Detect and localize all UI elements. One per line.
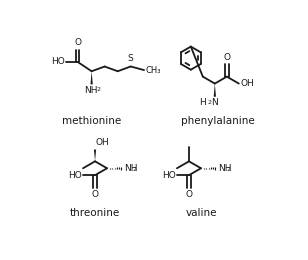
Text: 2: 2 xyxy=(132,167,136,172)
Text: methionine: methionine xyxy=(62,116,121,126)
Text: CH₃: CH₃ xyxy=(146,66,161,75)
Text: 2: 2 xyxy=(226,167,230,172)
Text: 2: 2 xyxy=(208,100,212,105)
Text: HO: HO xyxy=(68,171,82,180)
Text: valine: valine xyxy=(185,208,217,218)
Text: S: S xyxy=(127,54,133,63)
Text: O: O xyxy=(74,38,81,47)
Polygon shape xyxy=(214,83,216,97)
Text: threonine: threonine xyxy=(70,208,120,218)
Text: O: O xyxy=(185,190,192,199)
Text: H: H xyxy=(199,98,206,107)
Text: OH: OH xyxy=(96,138,110,147)
Text: phenylalanine: phenylalanine xyxy=(181,116,255,126)
Text: HO: HO xyxy=(51,57,64,67)
Text: NH: NH xyxy=(124,164,137,173)
Text: NH: NH xyxy=(218,164,231,173)
Text: O: O xyxy=(91,190,99,199)
Polygon shape xyxy=(91,71,93,84)
Text: O: O xyxy=(223,53,230,62)
Polygon shape xyxy=(94,150,96,161)
Text: HO: HO xyxy=(162,171,176,180)
Text: OH: OH xyxy=(240,79,254,88)
Text: 2: 2 xyxy=(96,87,100,92)
Text: N: N xyxy=(211,98,218,107)
Text: NH: NH xyxy=(84,86,98,95)
